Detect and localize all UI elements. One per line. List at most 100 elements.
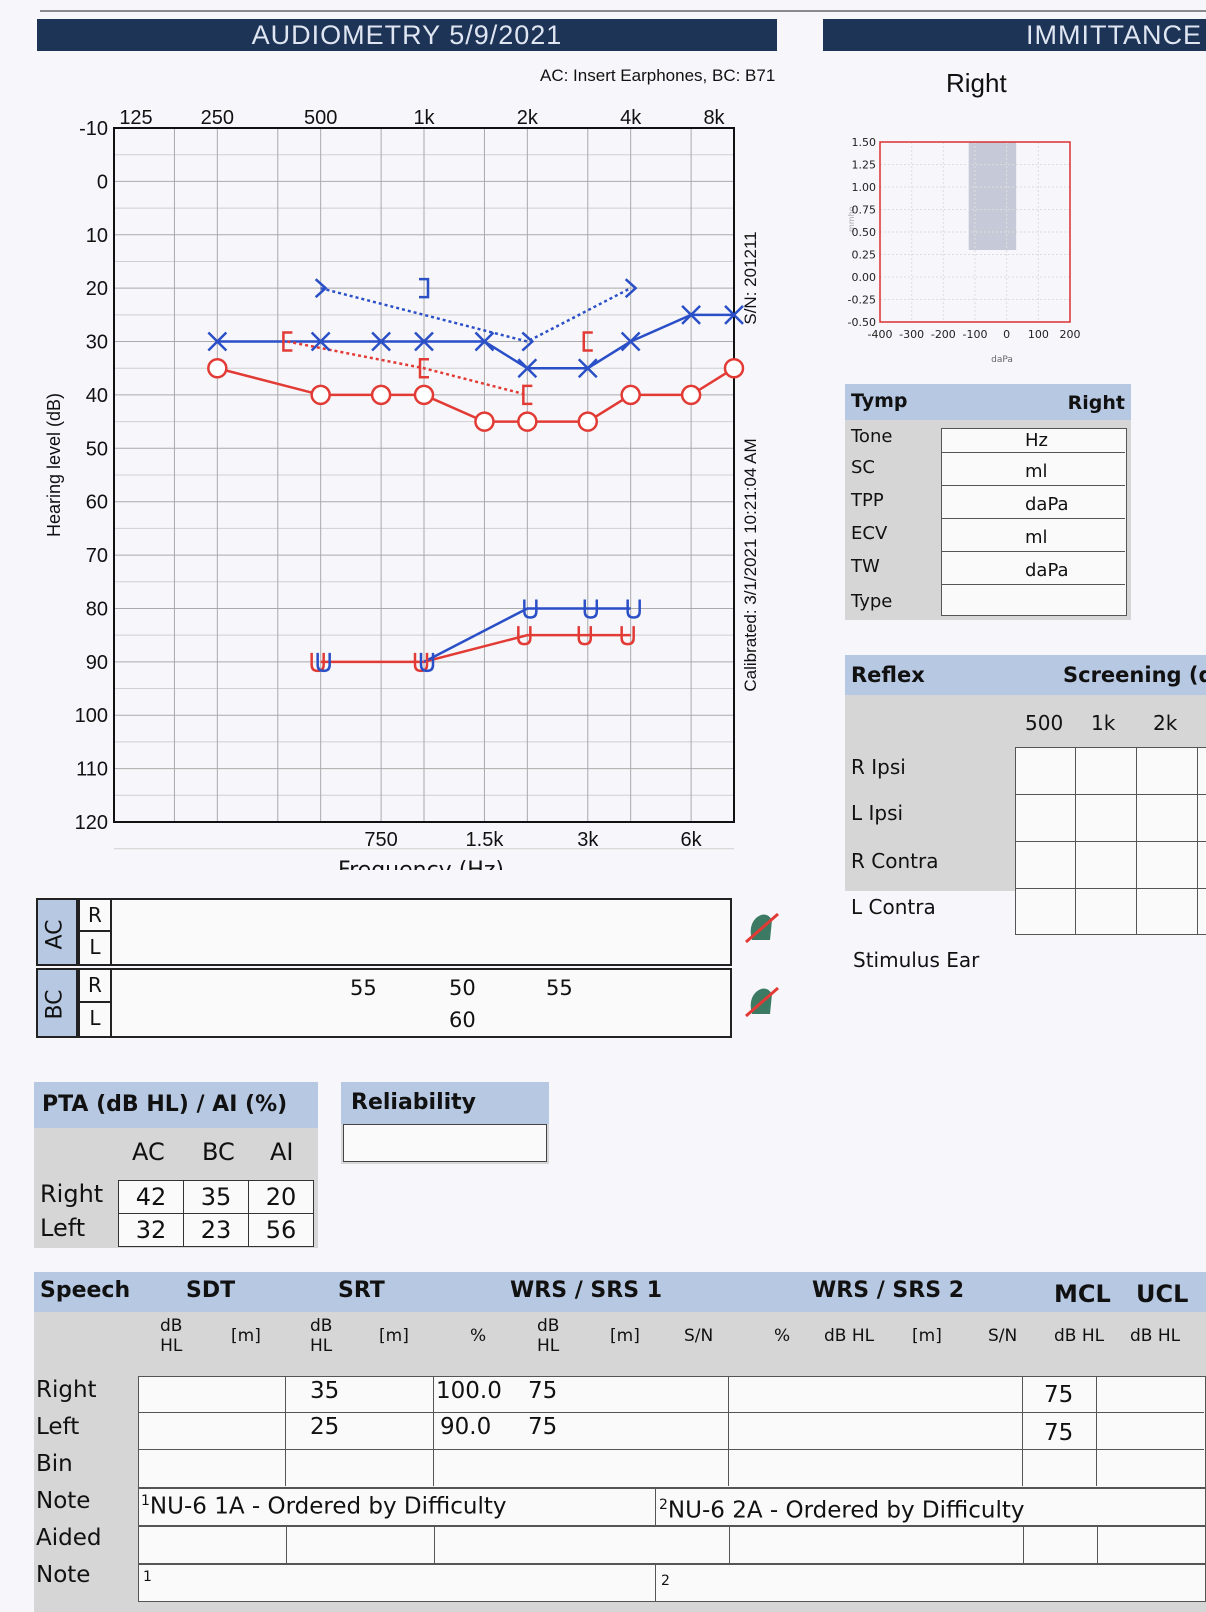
pta-col-ai: AI <box>270 1138 294 1166</box>
transducer-note: AC: Insert Earphones, BC: B71 <box>540 66 776 85</box>
wrs2-pct: % <box>774 1326 791 1346</box>
speech-vline <box>286 1527 287 1563</box>
bc-r-2k: 55 <box>546 976 573 1000</box>
sdt-db: dB <box>160 1316 183 1336</box>
note1-text: NU-6 1A - Ordered by Difficulty <box>149 1493 507 1520</box>
right-nr-line <box>320 633 631 664</box>
speech-subheaders: dB HL [m] dB HL [m] % dB HL [m] S/N % dB HL… <box>34 1316 1206 1366</box>
wrs2-sn: S/N <box>988 1326 1018 1346</box>
right-bc-mark <box>582 331 593 352</box>
reliability-title: Reliability <box>341 1082 549 1124</box>
y-tick-label: 120 <box>75 812 108 834</box>
left-nr-mark <box>626 599 641 619</box>
pta-panel: PTA (dB HL) / AI (%) AC BC AI Right Left… <box>34 1082 318 1248</box>
wrs1-sn: S/N <box>684 1326 714 1346</box>
stimulus-ear: Stimulus Ear <box>853 948 980 972</box>
tymp-y-tick: 0.50 <box>852 226 877 239</box>
tymp-x-tick: -100 <box>963 328 988 341</box>
note1: 1NU-6 1A - Ordered by Difficulty <box>141 1493 507 1520</box>
pta-left-ac: 32 <box>118 1213 184 1247</box>
bc-label: BC <box>42 989 68 1020</box>
ac-l: L <box>89 935 101 959</box>
tymp-x-tick: 200 <box>1060 328 1081 341</box>
tymp-label: TPP <box>851 490 884 511</box>
right-ac-mark <box>413 384 435 406</box>
speech-vline <box>729 1527 730 1563</box>
note1-sup: 1 <box>141 1493 150 1509</box>
left-ac-mark <box>371 331 391 352</box>
y-tick-label: -10 <box>79 118 108 140</box>
tymp-unit: Hz <box>1025 430 1048 451</box>
x-tick-label: 6k <box>681 829 703 851</box>
row-note: Note <box>36 1488 91 1514</box>
wrs1-pct: % <box>470 1326 487 1346</box>
x-tick-label: 125 <box>119 107 152 129</box>
tymp-x-title: daPa <box>991 355 1013 365</box>
right-nr-mark <box>517 626 532 646</box>
wrs1-m: [m] <box>610 1326 640 1346</box>
pta-right-ac: 42 <box>118 1180 184 1214</box>
reliability-panel: Reliability <box>341 1082 549 1164</box>
left-mcl: 75 <box>1044 1420 1074 1446</box>
speech-title: Speech <box>40 1278 131 1303</box>
wrs2-dbhl: dB HL <box>824 1326 875 1346</box>
y-tick-label: 110 <box>76 759 108 781</box>
speech-hline <box>138 1412 1204 1413</box>
tymp-table-ear: Right <box>1067 392 1125 414</box>
tymp-y-tick: 1.25 <box>852 159 877 172</box>
speech-row-labels: Right Left Bin Note Aided Note <box>36 1372 101 1594</box>
pta-right-bc: 35 <box>183 1180 249 1214</box>
reliability-field[interactable] <box>343 1124 547 1162</box>
speech-vline <box>1096 1376 1097 1486</box>
mcl-dbhl: dB HL <box>1054 1326 1105 1346</box>
right-ac-mark <box>577 411 599 432</box>
ac-r: R <box>80 900 110 932</box>
y-tick-label: 10 <box>86 225 108 247</box>
right-ac-line <box>217 367 735 423</box>
row-left: Left <box>36 1414 80 1440</box>
speech-vline <box>433 1376 434 1486</box>
row-right: Right <box>36 1377 97 1403</box>
tymp-unit: daPa <box>1025 560 1069 581</box>
speech-vline <box>1097 1527 1098 1563</box>
masking-off-icon[interactable] <box>742 910 782 946</box>
page-top-rule <box>40 10 1206 12</box>
serial-number: S/N: 201211 <box>741 231 760 324</box>
right-ac-mark <box>310 384 331 406</box>
right-ac-mark <box>723 357 745 379</box>
ac-tab: AC <box>36 898 78 966</box>
left-nr-mark <box>419 652 435 673</box>
right-nr-mark <box>310 652 325 673</box>
tymp-label: SC <box>851 457 875 478</box>
aided-row <box>138 1526 1206 1564</box>
tymp-row: Tone Hz <box>845 420 1131 452</box>
srt-hl: HL <box>310 1336 333 1356</box>
tymp-label: Tone <box>851 426 893 447</box>
srt-dbhl: dB HL <box>310 1316 332 1356</box>
audiometry-banner: AUDIOMETRY 5/9/2021 <box>37 19 777 51</box>
right-nr-mark <box>620 626 635 646</box>
footnote-divider <box>655 1565 656 1601</box>
y-tick-label: 90 <box>86 652 108 674</box>
immittance-ear: Right <box>946 68 1007 98</box>
note-row: 1NU-6 1A - Ordered by Difficulty 2NU-6 2… <box>138 1488 1206 1526</box>
pta-left-ai: 56 <box>248 1213 314 1247</box>
masking-off-icon[interactable] <box>742 984 782 1020</box>
x-tick-label: 2k <box>517 107 539 129</box>
tymp-y-tick: -0.25 <box>848 294 876 307</box>
right-bc-line <box>287 340 528 397</box>
reflex-table: Reflex Screening (d 500 1k 2k R Ipsi L I… <box>845 655 1206 935</box>
left-bc-line <box>320 286 632 343</box>
footnote1: 1 <box>143 1569 152 1585</box>
pta-row-right: Right <box>40 1180 104 1208</box>
footnote2: 2 <box>661 1573 670 1589</box>
y-tick-label: 50 <box>86 438 108 460</box>
left-wrs-db: 75 <box>528 1414 558 1440</box>
x-tick-label: 250 <box>201 107 234 129</box>
y-tick-label: 30 <box>86 332 108 354</box>
y-tick-label: 60 <box>86 492 108 514</box>
x-tick-label: 3k <box>577 829 599 851</box>
reflex-freq-2k: 2k <box>1153 711 1178 735</box>
reflex-freq-1k: 1k <box>1091 711 1116 735</box>
tymp-unit: ml <box>1025 527 1048 548</box>
